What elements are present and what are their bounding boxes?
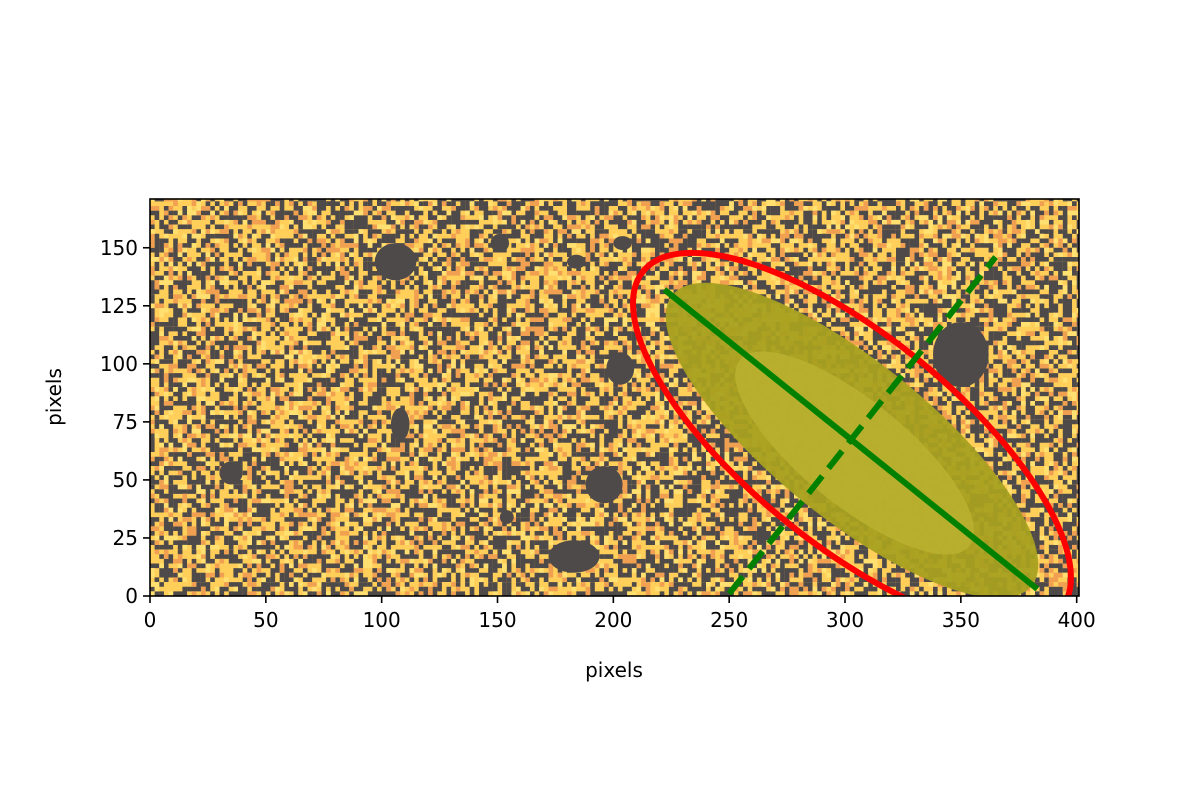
- x-tick-label: 0: [144, 608, 157, 632]
- x-axis: 0 50 100 150 200 250 300 350 400: [144, 596, 1096, 632]
- y-tick-label: 100: [100, 352, 138, 376]
- y-tick-label: 125: [100, 294, 138, 318]
- y-tick-label: 25: [113, 526, 138, 550]
- x-tick-label: 50: [253, 608, 278, 632]
- minor-axis-line: [726, 255, 998, 596]
- x-tick-label: 350: [942, 608, 980, 632]
- y-tick-label: 75: [113, 410, 138, 434]
- y-tick-label: 150: [100, 236, 138, 260]
- y-axis-label: pixels: [42, 368, 66, 426]
- x-tick-label: 400: [1058, 608, 1096, 632]
- y-axis: 0 25 50 75 100 125 150: [100, 236, 150, 608]
- masked-source: [585, 465, 623, 504]
- galaxy-core: [735, 351, 975, 555]
- masked-source: [567, 254, 586, 269]
- x-tick-label: 300: [826, 608, 864, 632]
- masked-source: [219, 461, 243, 485]
- masked-source: [606, 352, 635, 385]
- masked-source: [613, 236, 632, 251]
- masked-source: [490, 233, 510, 253]
- x-tick-label: 200: [594, 608, 632, 632]
- x-tick-label: 150: [478, 608, 516, 632]
- masked-source: [390, 407, 410, 441]
- x-axis-label: pixels: [585, 658, 643, 682]
- x-tick-label: 100: [363, 608, 401, 632]
- axes-frame: [149, 198, 1080, 597]
- y-tick-label: 50: [113, 468, 138, 492]
- masked-source: [548, 540, 600, 573]
- speckle-orange: [150, 199, 1079, 596]
- masked-source: [499, 510, 514, 525]
- masked-source: [933, 322, 989, 388]
- plot-area: [150, 199, 1079, 596]
- y-tick-label: 0: [125, 584, 138, 608]
- speckle-light: [150, 199, 1079, 596]
- fit-overlays: [630, 249, 1074, 596]
- masked-source: [374, 243, 417, 281]
- x-tick-label: 250: [710, 608, 748, 632]
- masked-sources: [219, 233, 989, 573]
